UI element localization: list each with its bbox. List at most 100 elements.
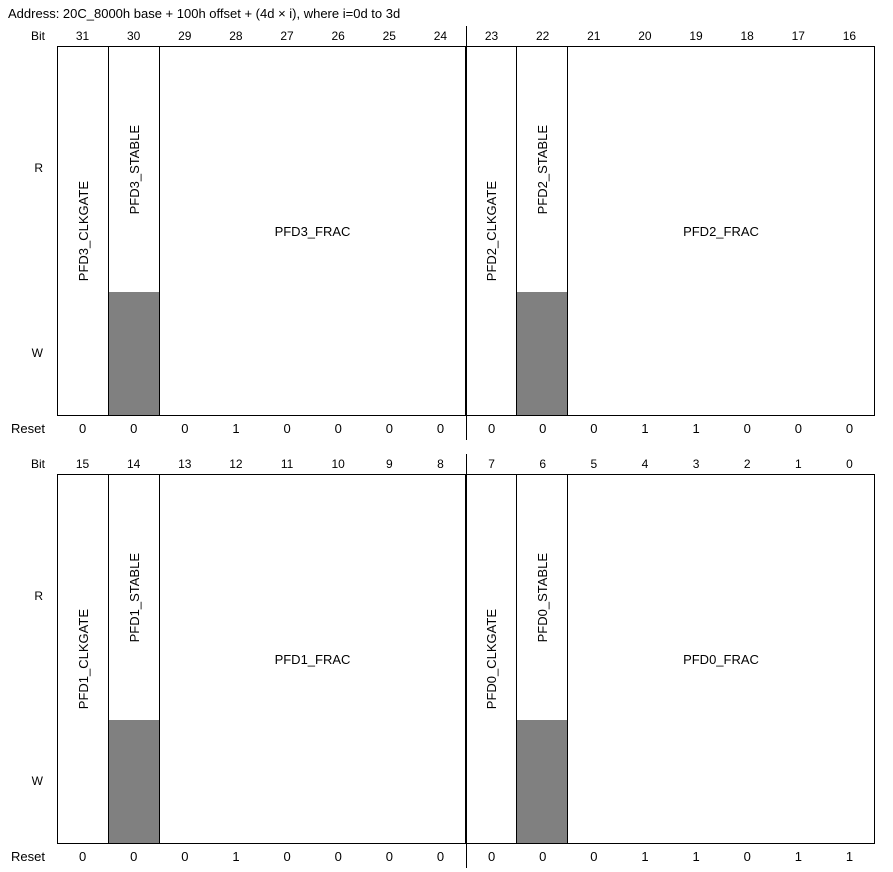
field-name: PFD2_CLKGATE xyxy=(483,180,499,282)
bit-number: 1 xyxy=(794,457,802,471)
reset-value: 0 xyxy=(743,848,751,864)
diagrams-container: Bit 31 30 29 28 27 26 25 24 23 22 21 20 19 18 17 16 R W PFD… xyxy=(0,26,875,868)
field-name: PFD2_STABLE xyxy=(534,124,550,215)
reset-value: 1 xyxy=(692,420,700,436)
field-name: PFD1_FRAC xyxy=(274,651,351,667)
register-diagram: Bit 15 14 13 12 11 10 9 8 7 6 5 4 3 2 1 0 R W PFD1_CLKGATE P… xyxy=(0,454,875,868)
reset-value: 0 xyxy=(590,848,598,864)
bit-row-label: Bit xyxy=(30,29,45,43)
bit-field: PFD1_CLKGATE xyxy=(58,475,109,843)
bit-number: 10 xyxy=(331,457,345,471)
bit-number: 9 xyxy=(385,457,393,471)
bit-field: PFD3_FRAC xyxy=(160,47,466,415)
field-name: PFD3_CLKGATE xyxy=(75,180,91,282)
reset-value: 1 xyxy=(641,848,649,864)
bit-field: PFD0_STABLE xyxy=(517,475,568,843)
bit-number: 25 xyxy=(382,29,396,43)
bit-row-label: Bit xyxy=(30,457,45,471)
reset-value: 0 xyxy=(794,420,802,436)
reset-row: Reset 0 0 0 1 0 0 0 0 0 0 0 1 1 0 0 0 xyxy=(0,416,875,440)
reset-value: 0 xyxy=(539,420,547,436)
bit-number: 27 xyxy=(280,29,294,43)
reset-value: 1 xyxy=(692,848,700,864)
bit-number: 6 xyxy=(539,457,547,471)
bit-number: 0 xyxy=(846,457,853,471)
field-name: PFD3_FRAC xyxy=(274,223,351,239)
field-name: PFD1_CLKGATE xyxy=(75,608,91,710)
reset-value: 1 xyxy=(232,848,240,864)
reset-value: 0 xyxy=(130,848,138,864)
bit-field: PFD1_STABLE xyxy=(109,475,160,843)
reset-row-label: Reset xyxy=(11,420,45,436)
bit-number: 30 xyxy=(127,29,141,43)
bit-field: PFD0_FRAC xyxy=(568,475,874,843)
bit-number: 24 xyxy=(433,29,448,43)
field-read-area: PFD1_STABLE xyxy=(109,475,159,720)
field-name: PFD0_CLKGATE xyxy=(483,608,499,710)
bit-number: 21 xyxy=(587,29,601,43)
reset-value: 1 xyxy=(232,420,240,436)
bit-row: Bit 31 30 29 28 27 26 25 24 23 22 21 20 19 18 17 16 xyxy=(0,26,875,46)
field-name: PFD1_STABLE xyxy=(126,552,142,643)
reset-value: 0 xyxy=(181,848,189,864)
bit-field: PFD3_CLKGATE xyxy=(58,47,109,415)
bit-number: 5 xyxy=(590,457,598,471)
bit-number: 2 xyxy=(743,457,751,471)
reset-value: 0 xyxy=(436,848,445,864)
field-read-area: PFD0_STABLE xyxy=(517,475,567,720)
bit-number: 17 xyxy=(791,29,805,43)
bit-number: 14 xyxy=(127,457,141,471)
write-row-label: W xyxy=(31,346,43,361)
bit-number: 4 xyxy=(641,457,649,471)
register-diagram: Bit 31 30 29 28 27 26 25 24 23 22 21 20 19 18 17 16 R W PFD… xyxy=(0,26,875,440)
reset-value: 0 xyxy=(487,848,496,864)
field-read-area: PFD2_STABLE xyxy=(517,47,567,292)
register-address-line: Address: 20C_8000h base + 100h offset + … xyxy=(8,6,401,21)
register-box-row: R W PFD1_CLKGATE PFD1_STABLE PFD1_FRAC PFD0_C… xyxy=(0,474,875,844)
reset-value: 0 xyxy=(385,420,393,436)
bit-number: 28 xyxy=(229,29,243,43)
bit-field: PFD3_STABLE xyxy=(109,47,160,415)
bit-field: PFD0_CLKGATE xyxy=(466,475,517,843)
reset-value: 0 xyxy=(130,420,138,436)
reset-value: 0 xyxy=(181,420,189,436)
field-name: PFD0_FRAC xyxy=(683,651,759,667)
field-name: PFD2_FRAC xyxy=(683,223,759,239)
reset-value: 0 xyxy=(78,848,87,864)
half-divider-line xyxy=(466,26,467,440)
bit-number: 18 xyxy=(740,29,754,43)
bit-number: 7 xyxy=(488,457,495,471)
reset-value: 0 xyxy=(743,420,751,436)
bit-number: 13 xyxy=(178,457,192,471)
field-name: PFD3_STABLE xyxy=(126,124,142,215)
field-name: PFD0_STABLE xyxy=(534,552,550,643)
read-row-label: R xyxy=(34,161,43,176)
bit-number: 22 xyxy=(536,29,550,43)
bit-field: PFD1_FRAC xyxy=(160,475,466,843)
reset-value: 0 xyxy=(283,848,291,864)
register-box-row: R W PFD3_CLKGATE PFD3_STABLE PFD3_FRAC PFD2_C… xyxy=(0,46,875,416)
write-disabled-shade xyxy=(517,719,567,843)
write-disabled-shade xyxy=(517,291,567,415)
reset-value: 1 xyxy=(794,848,802,864)
reset-value: 1 xyxy=(845,848,854,864)
bit-number: 26 xyxy=(331,29,345,43)
reset-value: 0 xyxy=(845,420,854,436)
bit-number: 15 xyxy=(75,457,90,471)
bit-number: 31 xyxy=(75,29,90,43)
reset-value: 0 xyxy=(385,848,393,864)
write-disabled-shade xyxy=(109,719,159,843)
read-row-label: R xyxy=(34,589,43,604)
reset-row-label: Reset xyxy=(11,848,45,864)
write-disabled-shade xyxy=(109,291,159,415)
reset-value: 0 xyxy=(539,848,547,864)
reset-value: 0 xyxy=(436,420,445,436)
reset-value: 0 xyxy=(283,420,291,436)
reset-value: 0 xyxy=(334,420,342,436)
bit-field: PFD2_STABLE xyxy=(517,47,568,415)
write-row-label: W xyxy=(31,774,43,789)
reset-row: Reset 0 0 0 1 0 0 0 0 0 0 0 1 1 0 1 1 xyxy=(0,844,875,868)
